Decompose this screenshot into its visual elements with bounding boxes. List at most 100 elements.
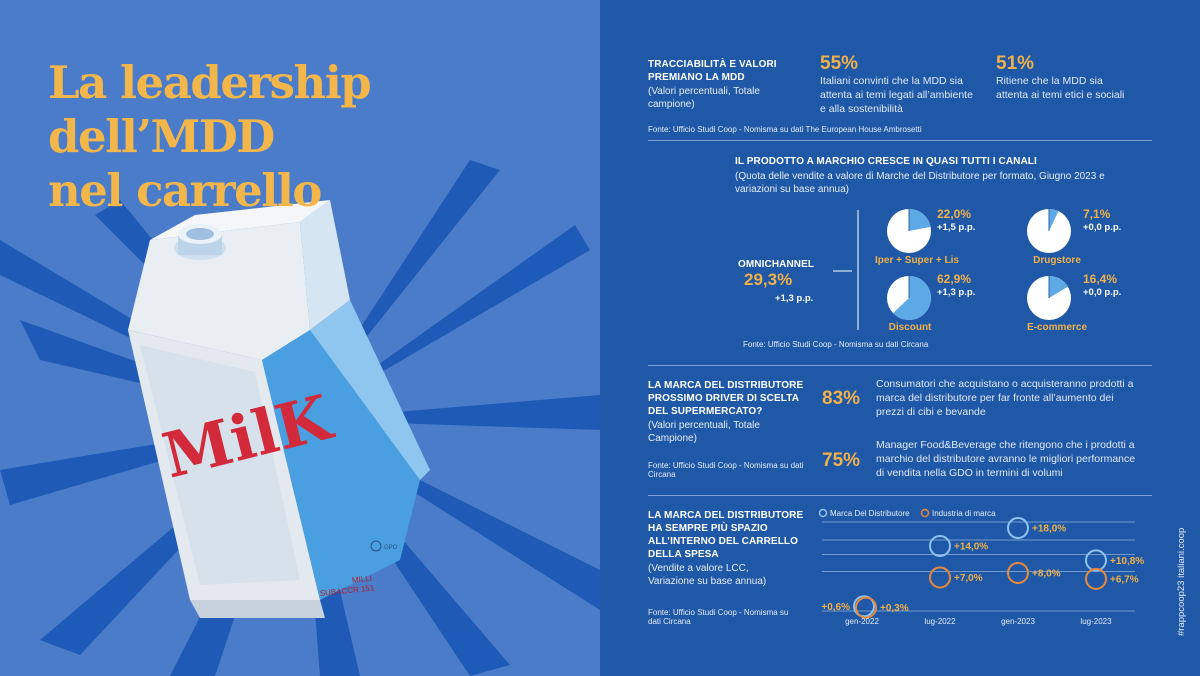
section2-divider — [648, 365, 1152, 366]
section1-stat2-value: 51% — [996, 53, 1035, 74]
section1-stat2-desc-line-2: attenta ai temi etici e sociali — [996, 89, 1125, 101]
pie3-category-label: Discount — [888, 322, 932, 333]
section4-subtitle-line-2: Variazione su base annua) — [648, 576, 767, 587]
section3-stat1-value: 83% — [822, 388, 861, 409]
omnichannel-value: 29,3% — [744, 270, 793, 289]
section3-stat1-desc-line-1: Consumatori che acquistano o acquisteran… — [876, 378, 1134, 390]
section4-source: Fonte: Ufficio Studi Coop - Nomisma su d… — [648, 608, 788, 626]
section4-heading-line-4: DELLA SPESA — [648, 549, 719, 560]
section3-heading-line-2: PROSSIMO DRIVER DI SCELTA — [648, 393, 800, 404]
section3-stat2-desc-line-1: Manager Food&Beverage che ritengono che … — [876, 439, 1135, 451]
section4-subtitle-line-1: (Vendite a valore LCC, — [648, 563, 749, 574]
pie-drugstore — [1027, 209, 1071, 253]
chart-marks: +0,6% +14,0% +18,0% +10,8% +0,3% +7,0% +8,0% +6… — [821, 517, 1144, 619]
pie1-value-label: 22,0% — [937, 207, 972, 221]
section1-stat1-value: 55% — [820, 53, 859, 74]
section3-stat2-desc-line-2: marchio del distributore avranno le migl… — [876, 453, 1136, 465]
industria-point-gen-2023 — [1007, 562, 1029, 584]
sales-variation-chart: Marca Del Distributore Industria di marc… — [818, 508, 1144, 626]
section3-stat1-desc: Consumatori che acquistano o acquisteran… — [876, 377, 1133, 419]
section1-stat1-desc-line-3: e alla sostenibilità — [820, 103, 903, 115]
section2-heading: IL PRODOTTO A MARCHIO CRESCE IN QUASI TU… — [735, 156, 1037, 167]
section1-heading-line-2: PREMIANO LA MDD — [648, 72, 745, 83]
section3-heading-line-1: LA MARCA DEL DISTRIBUTORE — [648, 380, 804, 391]
section3-source-line-2: Circana — [648, 470, 676, 479]
industria-point-lug-2023 — [1085, 567, 1107, 590]
mdd-label-gen-2023: +18,0% — [1032, 524, 1066, 535]
section3-stat2-value: 75% — [822, 450, 861, 471]
pie2-category-label: Drugstore — [1033, 255, 1081, 266]
section3-subtitle-line-1: (Valori percentuali, Totale — [648, 420, 760, 431]
section1-stat1-desc: Italiani convinti che la MDD sia attenta… — [820, 74, 973, 116]
carton-logo-text: GPO — [384, 545, 398, 551]
section4-subtitle: (Vendite a valore LCC, Variazione su bas… — [648, 562, 766, 588]
section4-source-line-2: dati Circana — [648, 617, 691, 626]
section2-source: Fonte: Ufficio Studi Coop - Nomisma su d… — [743, 340, 929, 349]
section3-subtitle: (Valori percentuali, Totale Campione) — [648, 419, 760, 445]
legend-industria-label: Industria di marca — [932, 509, 996, 518]
page-title-line-1: La leadership dell’MDD — [48, 56, 372, 163]
carton-small-text-1: MILLI — [352, 574, 373, 585]
section1-subtitle-line-1: (Valori percentuali, Totale — [648, 86, 760, 97]
industria-label-gen-2022: +0,3% — [880, 603, 909, 614]
pie2-value-label: 7,1% — [1083, 207, 1111, 221]
section2-subtitle: (Quota delle vendite a valore di Marche … — [735, 170, 1105, 196]
section3-stat2-desc-line-3: di vendita nella GDO in termini di volum… — [876, 467, 1063, 479]
milk-carton-illustration: MilK MILLI SUBACCR 151 GPO — [0, 160, 600, 676]
section1-divider — [648, 140, 1152, 141]
omnichannel-bracket — [833, 210, 859, 330]
pie2-variation-label: +0,0 p.p. — [1083, 222, 1122, 233]
section2-subtitle-line-1: (Quota delle vendite a valore di Marche … — [735, 171, 1105, 182]
pie4-value-label: 16,4% — [1083, 272, 1118, 286]
x-tick-lug-2023: lug-2023 — [1080, 617, 1112, 626]
section1-subtitle-line-2: campione) — [648, 99, 695, 110]
section4-heading-line-1: LA MARCA DEL DISTRIBUTORE — [648, 510, 804, 521]
x-tick-gen-2022: gen-2022 — [845, 617, 879, 626]
section4-heading-line-3: ALL’INTERNO DEL CARRELLO — [648, 536, 798, 547]
section4-source-line-1: Fonte: Ufficio Studi Coop - Nomisma su — [648, 608, 789, 617]
x-tick-lug-2022: lug-2022 — [924, 617, 956, 626]
section3-stat2-desc: Manager Food&Beverage che ritengono che … — [876, 438, 1135, 480]
pie4-category-label: E-commerce — [1026, 322, 1088, 333]
omnichannel-label: OMNICHANNEL — [738, 259, 815, 270]
section1-source: Fonte: Ufficio Studi Coop - Nomisma su d… — [648, 125, 922, 134]
pie-slice-iper-super-lis — [909, 209, 931, 231]
industria-point-gen-2022 — [855, 596, 877, 619]
industria-point-lug-2022 — [929, 566, 951, 589]
mdd-point-gen-2023 — [1007, 517, 1029, 539]
section3-divider — [648, 495, 1152, 496]
industria-label-lug-2022: +7,0% — [954, 573, 983, 584]
section3-stat1-desc-line-3: prezzi di cibi e bevande — [876, 406, 986, 418]
section1-stat2-desc-line-1: Ritiene che la MDD sia — [996, 75, 1103, 87]
omnichannel-variation: +1,3 p.p. — [775, 293, 814, 304]
section3-heading-line-3: DEL SUPERMERCATO? — [648, 406, 763, 417]
section1-heading-line-1: TRACCIABILITÀ E VALORI — [648, 59, 777, 70]
pie-iper-super-lis — [887, 209, 931, 253]
pie1-category-label: Iper + Super + Lis — [875, 255, 959, 266]
milk-carton — [128, 200, 430, 618]
section2-subtitle-line-2: variazioni su base annua) — [735, 184, 849, 195]
section3-stat1-desc-line-2: marca del distributore per far fronte al… — [876, 392, 1114, 404]
pie3-value-label: 62,9% — [937, 272, 972, 286]
section3-subtitle-line-2: Campione) — [648, 433, 697, 444]
industria-label-gen-2023: +8,0% — [1032, 569, 1061, 580]
chart-gridlines — [822, 521, 1135, 612]
pie-discount — [887, 276, 931, 320]
industria-label-lug-2023: +6,7% — [1110, 574, 1139, 585]
x-tick-gen-2023: gen-2023 — [1001, 617, 1035, 626]
section3-source-line-1: Fonte: Ufficio Studi Coop - Nomisma su d… — [648, 461, 804, 470]
section4-heading: LA MARCA DEL DISTRIBUTORE HA SEMPRE PIÙ … — [648, 509, 803, 561]
pie4-variation-label: +0,0 p.p. — [1083, 287, 1122, 298]
mdd-label-gen-2022: +0,6% — [821, 602, 850, 613]
legend-industria-marker — [920, 508, 930, 518]
pie-slice-drugstore — [1049, 209, 1059, 231]
section1-stat1-desc-line-1: Italiani convinti che la MDD sia — [820, 75, 963, 87]
section3-heading: LA MARCA DEL DISTRIBUTORE PROSSIMO DRIVE… — [648, 379, 803, 418]
pie1-variation-label: +1,5 p.p. — [937, 222, 976, 233]
legend-mdd-marker — [818, 508, 828, 518]
mdd-point-gen-2022 — [853, 595, 875, 618]
hashtag-vertical-text: #rappcoop23 italiani.coop — [1176, 527, 1187, 636]
pie3-variation-label: +1,3 p.p. — [937, 287, 976, 298]
chart-x-axis: gen-2022 lug-2022 gen-2023 lug-2023 — [845, 617, 1112, 626]
pie-e-commerce — [1027, 276, 1071, 320]
